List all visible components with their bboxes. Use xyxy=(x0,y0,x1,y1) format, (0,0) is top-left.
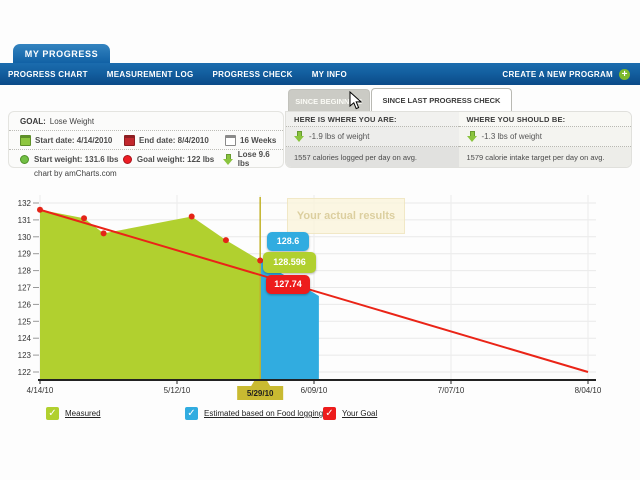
x-axis-label: 4/14/10 xyxy=(27,386,54,395)
main-nav: PROGRESS CHART MEASUREMENT LOG PROGRESS … xyxy=(0,63,640,85)
dates-row: Start date: 4/14/2010 End date: 8/4/2010… xyxy=(9,131,283,150)
nav-measurement-log[interactable]: MEASUREMENT LOG xyxy=(106,69,194,79)
goal-weight-text: Goal weight: 122 lbs xyxy=(136,154,215,164)
measured-area[interactable] xyxy=(40,209,261,379)
measured-point xyxy=(100,230,107,237)
goal-panel: GOAL: Lose Weight Start date: 4/14/2010 … xyxy=(8,111,284,168)
chart-tooltip: Your actual results xyxy=(287,198,405,234)
y-axis-label: 129 xyxy=(18,250,32,259)
start-date: Start date: 4/14/2010 xyxy=(20,134,124,146)
calendar-end-icon xyxy=(124,134,135,146)
progress-check-panel: HERE IS WHERE YOU ARE: -1.9 lbs of weigh… xyxy=(285,111,632,168)
nav-progress-check[interactable]: PROGRESS CHECK xyxy=(212,69,293,79)
x-axis-label: 6/09/10 xyxy=(301,386,328,395)
goal-weight: Goal weight: 122 lbs xyxy=(122,154,223,164)
duration: 16 Weeks xyxy=(225,134,277,146)
y-axis-label: 128 xyxy=(18,267,32,276)
lose-amount: Lose 9.6 lbs xyxy=(222,150,283,168)
here-column: HERE IS WHERE YOU ARE: -1.9 lbs of weigh… xyxy=(286,112,459,167)
start-weight-dot-icon xyxy=(20,154,29,164)
y-axis-label: 130 xyxy=(18,233,32,242)
here-title: HERE IS WHERE YOU ARE: xyxy=(286,112,459,127)
start-weight-text: Start weight: 131.6 lbs xyxy=(34,154,119,164)
y-axis-label: 126 xyxy=(18,300,32,309)
here-calories: 1557 calories logged per day on avg. xyxy=(286,147,459,167)
end-date: End date: 8/4/2010 xyxy=(124,134,225,146)
x-axis-label: 8/04/10 xyxy=(575,386,602,395)
start-weight: Start weight: 131.6 lbs xyxy=(20,154,123,164)
goal-line xyxy=(39,208,589,373)
y-axis-label: 122 xyxy=(18,368,32,377)
legend-estimated-label: Estimated based on Food logging xyxy=(204,409,324,418)
x-axis-label: 7/07/10 xyxy=(438,386,465,395)
nav-my-info[interactable]: MY INFO xyxy=(311,69,348,79)
nav-left-group: PROGRESS CHART MEASUREMENT LOG PROGRESS … xyxy=(0,70,347,79)
should-title: WHERE YOU SHOULD BE: xyxy=(458,112,631,127)
tab-my-progress[interactable]: MY PROGRESS xyxy=(13,44,110,63)
legend-measured-label: Measured xyxy=(65,409,101,418)
y-axis-label: 127 xyxy=(18,284,32,293)
should-column: WHERE YOU SHOULD BE: -1.3 lbs of weight … xyxy=(458,112,631,167)
tab-since-last-progress-check[interactable]: SINCE LAST PROGRESS CHECK xyxy=(371,88,512,113)
duration-text: 16 Weeks xyxy=(240,135,277,145)
legend-estimated[interactable]: Estimated based on Food logging xyxy=(185,407,323,420)
down-arrow-icon xyxy=(466,131,477,142)
y-axis-label: 125 xyxy=(18,317,32,326)
legend-measured[interactable]: Measured xyxy=(46,407,101,420)
selected-date-label-bg xyxy=(237,381,284,400)
start-date-text: Start date: 4/14/2010 xyxy=(35,135,113,145)
plus-icon xyxy=(619,68,630,80)
goal-value: Lose Weight xyxy=(49,116,95,126)
y-axis-label: 132 xyxy=(18,199,32,208)
create-program-label: CREATE A NEW PROGRAM xyxy=(502,69,613,79)
should-weight-row: -1.3 lbs of weight xyxy=(458,127,631,147)
y-axis-label: 123 xyxy=(18,351,32,360)
measured-point xyxy=(222,237,229,244)
checkbox-checked-icon xyxy=(46,407,59,420)
nav-progress-chart[interactable]: PROGRESS CHART xyxy=(8,69,88,79)
lose-amount-text: Lose 9.6 lbs xyxy=(237,150,270,168)
goal-value-label: 127.74 xyxy=(266,275,310,294)
measured-point xyxy=(37,206,43,213)
estimated-value-label: 128.6 xyxy=(267,232,309,251)
measured-point xyxy=(257,257,264,264)
checkbox-checked-icon xyxy=(323,407,336,420)
end-date-text: End date: 8/4/2010 xyxy=(139,135,209,145)
calendar-start-icon xyxy=(20,134,31,146)
legend-goal-label: Your Goal xyxy=(342,409,378,418)
here-weight-row: -1.9 lbs of weight xyxy=(286,127,459,147)
create-program-button[interactable]: CREATE A NEW PROGRAM xyxy=(502,68,640,80)
measured-value-label: 128.596 xyxy=(263,252,316,273)
goal-weight-dot-icon xyxy=(122,154,132,164)
checkbox-checked-icon xyxy=(185,407,198,420)
should-calories: 1579 calorie intake target per day on av… xyxy=(458,147,631,167)
should-weight-text: -1.3 lbs of weight xyxy=(481,132,542,141)
goal-label: GOAL: xyxy=(20,116,46,126)
weights-row: Start weight: 131.6 lbs Goal weight: 122… xyxy=(9,150,283,168)
down-arrow-icon xyxy=(222,153,233,165)
down-arrow-icon xyxy=(294,131,304,142)
here-weight-text: -1.9 lbs of weight xyxy=(309,132,370,141)
measured-point xyxy=(81,215,88,222)
measured-point xyxy=(188,213,195,220)
amcharts-credit-link[interactable]: chart by amCharts.com xyxy=(34,169,117,178)
calendar-weeks-icon xyxy=(225,134,236,146)
goal-row: GOAL: Lose Weight xyxy=(9,112,283,131)
selected-date-label: 5/29/10 xyxy=(247,389,274,398)
y-axis-label: 131 xyxy=(18,216,32,225)
x-axis-label: 5/12/10 xyxy=(164,386,191,395)
y-axis-label: 124 xyxy=(18,334,32,343)
legend-goal[interactable]: Your Goal xyxy=(323,407,377,420)
